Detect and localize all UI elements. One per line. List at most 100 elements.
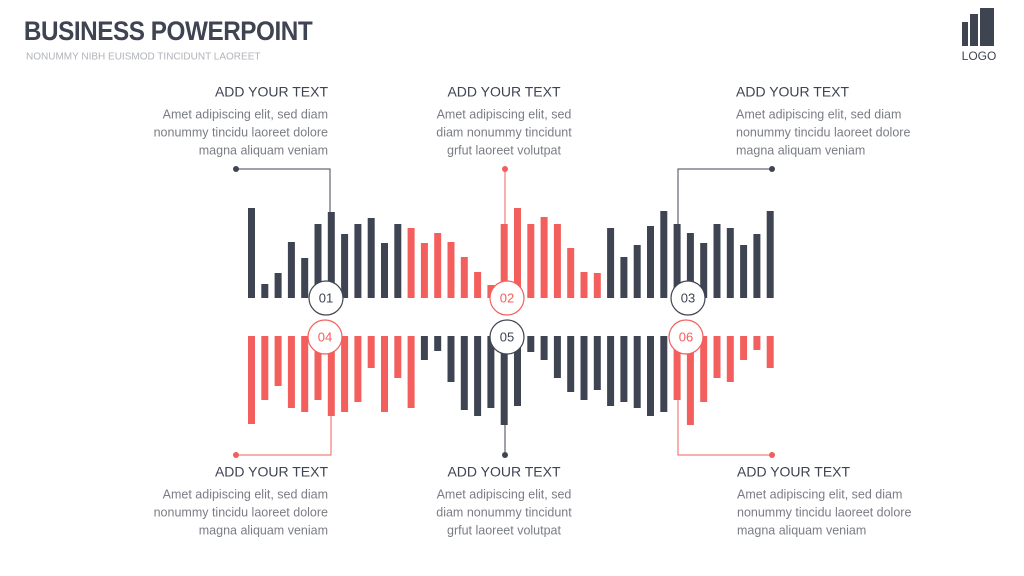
subtitle: NONUMMY NIBH EUISMOD TINCIDUNT LAOREET <box>26 52 260 63</box>
bar-decor <box>620 336 628 402</box>
bar-decor <box>447 242 455 298</box>
bar-decor <box>341 336 349 412</box>
bar-decor <box>726 336 734 382</box>
item-body: Amet adipiscing elit, sed diam <box>163 107 328 121</box>
leader-dot <box>502 452 508 458</box>
bar-decor <box>354 336 362 402</box>
bar-decor <box>593 336 601 390</box>
bar-decor <box>700 243 708 298</box>
number-badge <box>307 319 343 355</box>
number-badge <box>308 280 344 316</box>
bar-decor <box>514 336 521 406</box>
bar-decor <box>580 336 588 400</box>
item-heading: ADD YOUR TEXT <box>737 464 851 480</box>
item-body: Amet adipiscing elit, sed diam <box>163 487 328 501</box>
bar-decor <box>394 336 402 378</box>
bar-decor <box>740 245 748 298</box>
leader-line <box>236 168 331 281</box>
bar-decor <box>660 336 668 412</box>
bar-decor <box>766 336 774 368</box>
bar-decor <box>740 336 748 360</box>
number-label: 04 <box>318 329 332 344</box>
bar-decor <box>367 336 375 368</box>
bar-decor <box>434 336 442 351</box>
leader-line <box>677 354 772 456</box>
bar-decor <box>248 336 255 424</box>
item-heading: ADD YOUR TEXT <box>215 464 329 480</box>
bar-decor <box>686 336 694 425</box>
bar-decor <box>394 224 402 298</box>
leader-dot <box>233 452 239 458</box>
bar-decor <box>567 248 575 298</box>
bar-decor <box>354 224 362 298</box>
bar-decor <box>686 233 694 298</box>
bar-decor <box>248 208 255 298</box>
bar-decor <box>341 234 349 298</box>
bar-decor <box>381 336 388 412</box>
bar-decor <box>527 336 535 352</box>
item-body: nonummy tincidu laoreet dolore <box>737 505 911 519</box>
bar-decor <box>673 336 681 400</box>
bar-decor <box>607 228 615 298</box>
leader-dot <box>233 166 239 172</box>
bar-decor <box>287 336 295 408</box>
leader-dot <box>769 452 775 458</box>
bar-decor <box>726 228 734 298</box>
bar-decor <box>633 245 641 298</box>
bar-decor <box>420 336 428 360</box>
logo-label: LOGO <box>962 49 997 63</box>
bar-decor <box>700 336 708 402</box>
bar-decor <box>474 272 482 298</box>
item-body: magna aliquam veniam <box>199 143 328 157</box>
bar-decor <box>620 257 628 298</box>
item-body: diam nonummy tincidunt <box>436 505 572 519</box>
number-label: 06 <box>679 329 693 344</box>
bar-decor <box>314 224 322 298</box>
bar-decor <box>713 224 721 298</box>
bar-decor <box>647 226 654 298</box>
item-body: magna aliquam veniam <box>199 523 328 537</box>
bar-decor <box>593 273 601 298</box>
bar-decor <box>381 243 388 298</box>
bar-decor <box>367 218 375 298</box>
bar-decor <box>514 208 521 298</box>
leader-line <box>236 354 332 456</box>
bar-decor <box>673 224 681 298</box>
item-heading: ADD YOUR TEXT <box>447 464 561 480</box>
bar-decor <box>407 228 415 298</box>
bar-decor <box>460 257 468 298</box>
bar-decor <box>553 224 561 298</box>
bar-decor <box>553 336 561 378</box>
item-body: nonummy tincidu laoreet dolore <box>736 125 910 139</box>
bar-decor <box>301 336 309 412</box>
number-label: 01 <box>319 290 333 305</box>
leader-dot <box>769 166 775 172</box>
bar-decor <box>274 273 282 298</box>
bar-decor <box>713 336 721 378</box>
bar-decor <box>487 336 495 408</box>
bar-decor <box>540 217 548 298</box>
bar-decor <box>527 224 535 298</box>
bar-decor <box>500 224 508 298</box>
bar-decor <box>647 336 654 416</box>
bar-decor <box>287 242 295 298</box>
title: BUSINESS POWERPOINT <box>24 17 313 46</box>
bar-decor <box>540 336 548 360</box>
bar-decor <box>274 336 282 386</box>
number-badge <box>489 319 525 355</box>
bar-decor <box>766 211 774 298</box>
number-label: 05 <box>500 329 514 344</box>
bar-decor <box>500 336 508 425</box>
bar-decor <box>753 234 761 298</box>
bar-decor <box>261 284 269 298</box>
bar-decor <box>460 336 468 410</box>
number-badge <box>668 319 704 355</box>
bar-decor <box>407 336 415 408</box>
bar-decor <box>567 336 575 392</box>
bar-decor <box>327 212 335 298</box>
number-label: 02 <box>500 290 514 305</box>
bar-decor <box>660 211 668 298</box>
item-heading: ADD YOUR TEXT <box>215 84 329 100</box>
number-label: 03 <box>681 290 695 305</box>
